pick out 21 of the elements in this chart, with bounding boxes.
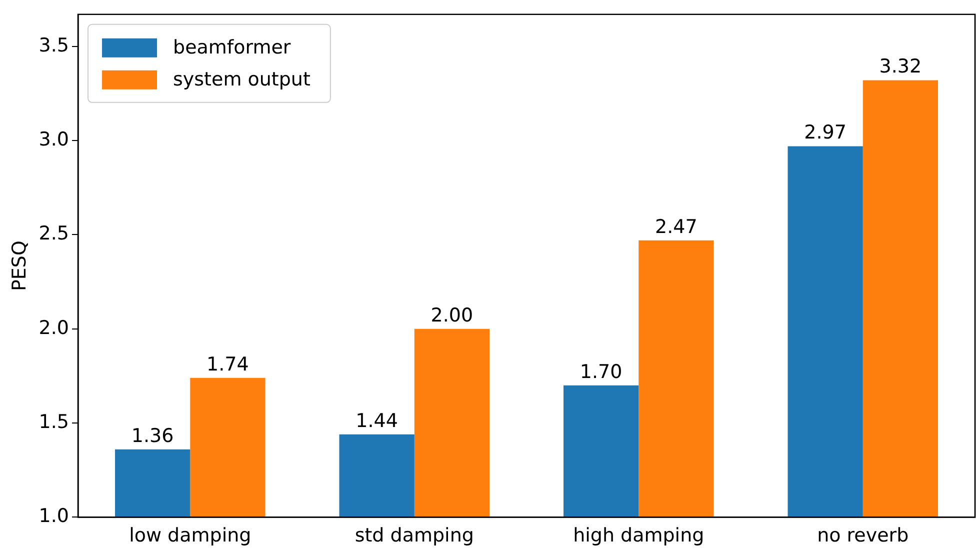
x-tick-label: no reverb	[817, 524, 909, 547]
data-label: 1.44	[356, 410, 398, 432]
y-tick-label: 3.5	[38, 34, 70, 56]
y-tick-label: 2.0	[38, 316, 70, 339]
y-tick-label: 1.5	[38, 410, 70, 433]
data-label: 2.97	[804, 122, 846, 144]
data-label: 1.70	[580, 360, 622, 383]
data-label: 3.32	[879, 56, 922, 78]
data-label: 2.00	[430, 304, 474, 326]
x-tick-label: high damping	[573, 524, 704, 547]
legend-label: system output	[173, 68, 310, 90]
y-axis-title: PESQ	[8, 240, 30, 292]
x-tick-label: low damping	[129, 524, 252, 547]
data-label: 1.74	[206, 353, 249, 376]
y-tick-label: 3.0	[38, 128, 70, 151]
legend-label: beamformer	[173, 36, 291, 58]
y-tick-label: 2.5	[38, 222, 70, 245]
x-tick-label: std damping	[354, 524, 474, 547]
y-tick-label: 1.0	[38, 505, 70, 528]
data-label: 2.47	[655, 216, 698, 238]
data-label: 1.36	[131, 424, 174, 447]
